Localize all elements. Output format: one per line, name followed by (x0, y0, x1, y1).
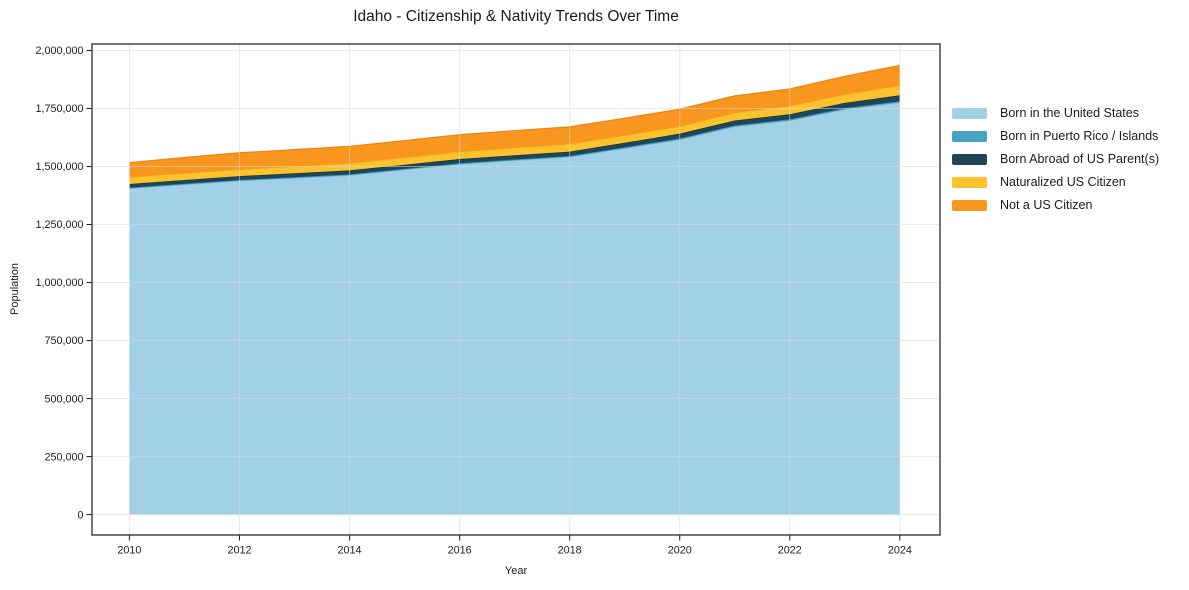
area-edge-4 (129, 64, 900, 164)
x-tick-label: 2024 (888, 545, 912, 557)
y-tick-label: 1,500,000 (35, 161, 83, 173)
legend-item: Born in Puerto Rico / Islands (952, 129, 1159, 144)
y-axis-label: Population (9, 263, 21, 315)
legend-item: Naturalized US Citizen (952, 175, 1159, 190)
y-tick-label: 2,000,000 (35, 45, 83, 57)
y-tick-label: 500,000 (44, 393, 83, 405)
x-tick-label: 2012 (227, 545, 251, 557)
legend: Born in the United States Born in Puerto … (952, 106, 1159, 213)
chart-title: Idaho - Citizenship & Nativity Trends Ov… (353, 8, 679, 25)
x-tick-label: 2018 (558, 545, 582, 557)
y-tick-label: 1,000,000 (35, 277, 83, 289)
legend-swatch-icon (952, 200, 987, 211)
y-tick-label: 750,000 (44, 335, 83, 347)
x-tick-label: 2016 (448, 545, 472, 557)
y-tick-label: 1,750,000 (35, 103, 83, 115)
area-series-4 (129, 65, 900, 178)
legend-label: Born in Puerto Rico / Islands (1000, 129, 1159, 143)
plot-border (91, 43, 941, 536)
area-series-0 (129, 102, 900, 515)
legend-label: Born in the United States (1000, 106, 1139, 120)
x-tick-label: 2022 (778, 545, 802, 557)
x-axis-label: Year (504, 565, 528, 577)
legend-label: Not a US Citizen (1000, 198, 1093, 212)
x-tick-label: 2014 (338, 545, 362, 557)
x-tick-label: 2010 (117, 545, 141, 557)
legend-swatch-icon (952, 177, 987, 188)
area-series-3 (129, 85, 900, 185)
legend-item: Born in the United States (952, 106, 1159, 121)
legend-swatch-icon (952, 131, 987, 142)
legend-label: Naturalized US Citizen (1000, 175, 1126, 189)
legend-label: Born Abroad of US Parent(s) (1000, 152, 1160, 166)
y-tick-label: 0 (77, 509, 83, 521)
y-tick-label: 250,000 (44, 451, 83, 463)
y-tick-label: 1,250,000 (35, 219, 83, 231)
x-tick-label: 2020 (668, 545, 692, 557)
legend-swatch-icon (952, 154, 987, 165)
legend-swatch-icon (952, 108, 987, 119)
legend-item: Born Abroad of US Parent(s) (952, 152, 1159, 167)
legend-item: Not a US Citizen (952, 198, 1159, 213)
